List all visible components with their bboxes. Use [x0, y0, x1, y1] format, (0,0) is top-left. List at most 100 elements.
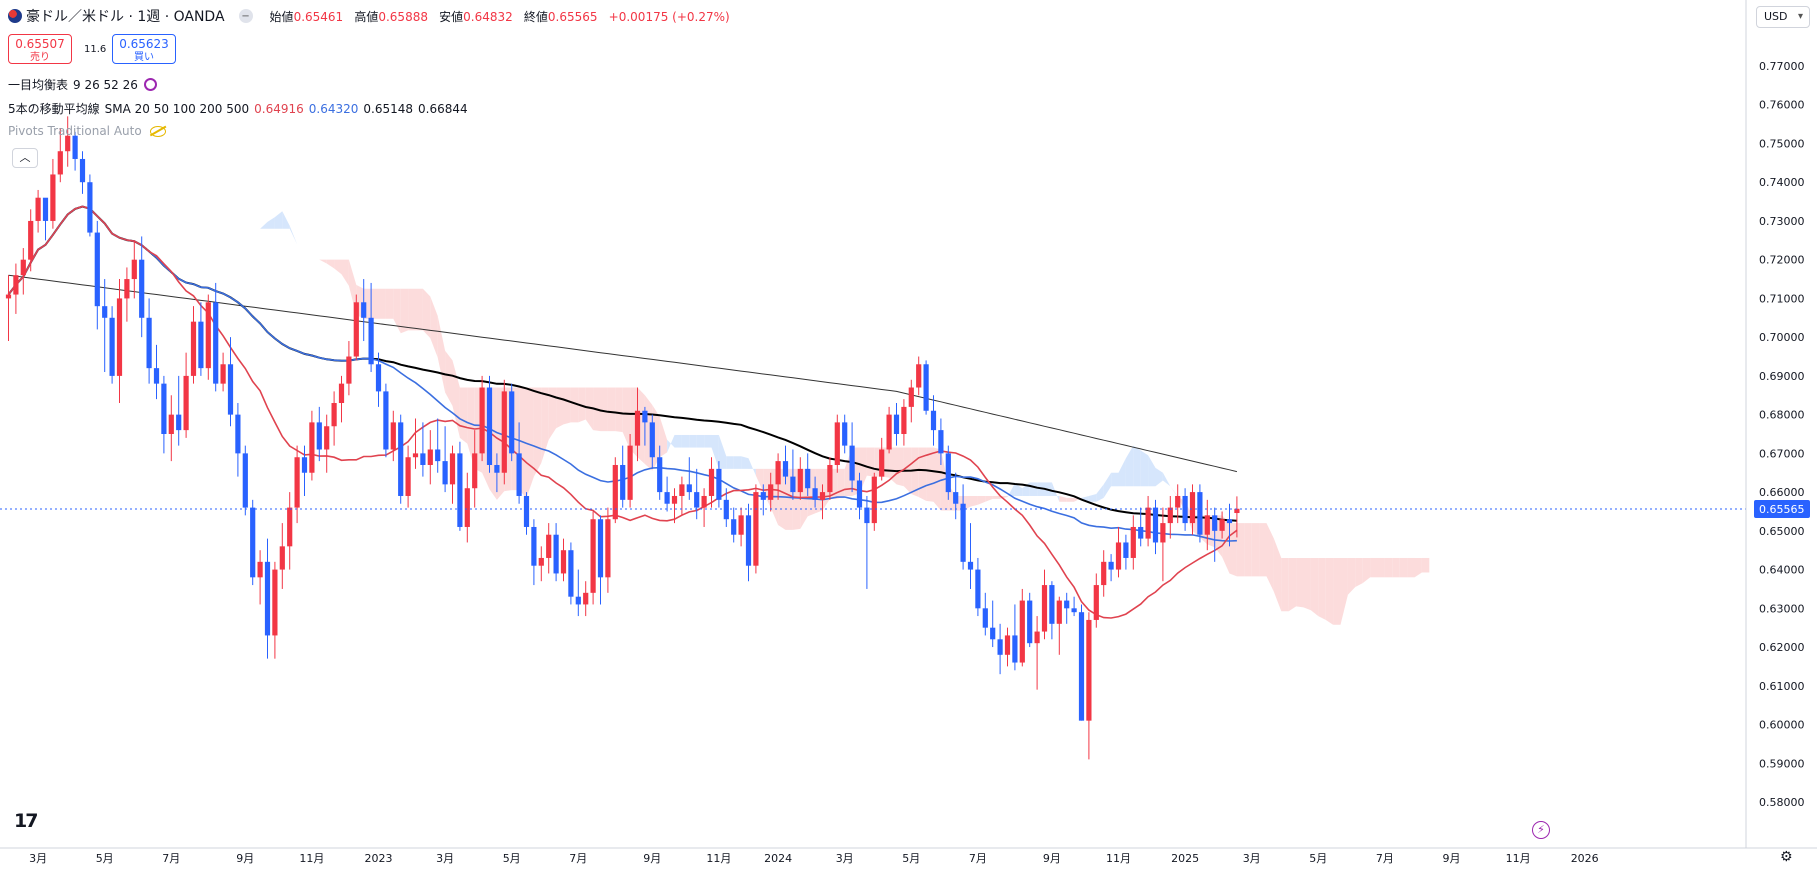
- cloud-segment: [866, 447, 875, 477]
- candle-body: [139, 259, 145, 318]
- candle: [57, 127, 63, 183]
- cloud-segment: [1333, 557, 1341, 625]
- cloud-segment: [933, 447, 941, 511]
- time-tick-label: 11月: [299, 852, 324, 865]
- cloud-segment: [681, 434, 690, 448]
- price-tick-label: 0.74000: [1759, 176, 1805, 189]
- candle: [731, 507, 737, 543]
- candle-body: [649, 422, 655, 458]
- candle-body: [708, 468, 715, 496]
- candle-body: [531, 526, 537, 566]
- candle: [383, 383, 389, 458]
- candle: [79, 151, 86, 194]
- candle-body: [1041, 585, 1048, 632]
- cloud-segment: [1088, 494, 1097, 502]
- cloud-segment: [1296, 557, 1304, 608]
- candle-body: [657, 457, 663, 493]
- candle: [523, 492, 530, 535]
- cloud-segment: [304, 250, 312, 260]
- candle-body: [805, 468, 811, 489]
- candle: [1138, 507, 1144, 547]
- cloud-segment: [1229, 523, 1237, 577]
- candle-body: [990, 627, 996, 640]
- candle-body: [375, 364, 382, 392]
- candle: [649, 414, 655, 469]
- candle: [694, 468, 700, 520]
- cloud-segment: [400, 288, 409, 334]
- cloud-segment: [319, 259, 327, 264]
- candle: [590, 511, 596, 605]
- candle: [190, 306, 197, 384]
- ichimoku-params: 9 26 52 26: [73, 77, 138, 92]
- candle: [1093, 573, 1099, 628]
- candle-body: [161, 383, 167, 434]
- candle-body: [605, 519, 611, 578]
- symbol-title[interactable]: 豪ドル／米ドル · 1週 · OANDA: [26, 9, 225, 25]
- candle-body: [361, 302, 367, 318]
- sma-params: SMA 20 50 100 200 500: [104, 101, 250, 116]
- open-value: 0.65461: [293, 9, 344, 24]
- candle-body: [420, 453, 426, 465]
- price-tick-label: 0.59000: [1759, 757, 1805, 770]
- candle-body: [953, 492, 959, 504]
- cloud-segment: [1118, 458, 1126, 487]
- cloud-segment: [1096, 484, 1104, 502]
- candle-body: [42, 197, 49, 221]
- candle-body: [1093, 585, 1099, 620]
- time-tick-label: 7月: [1376, 852, 1394, 865]
- candle: [368, 282, 374, 373]
- cloud-segment: [704, 434, 712, 448]
- candle-body: [242, 453, 248, 508]
- cloud-segment: [341, 259, 349, 286]
- pivots-legend[interactable]: Pivots Traditional Auto: [8, 124, 166, 138]
- sma-legend[interactable]: 5本の移動平均線 SMA 20 50 100 200 500 0.64916 0…: [8, 100, 468, 117]
- candle: [1212, 507, 1218, 562]
- time-axis[interactable]: 3月 5月 7月 9月 11月 2023 3月 5月 7月 9月 11月 2024 3月 5月 7月 9月 11…: [29, 852, 1599, 865]
- time-tick-label: 11月: [1506, 852, 1531, 865]
- candle-body: [272, 569, 278, 636]
- candle-body: [1027, 600, 1033, 644]
- minus-icon[interactable]: −: [238, 9, 253, 23]
- currency-select[interactable]: USD: [1756, 6, 1810, 28]
- candle-body: [405, 457, 411, 496]
- candle-body: [546, 534, 552, 558]
- candle: [479, 375, 485, 462]
- cloud-segment: [385, 288, 394, 319]
- cloud-segment: [600, 387, 608, 432]
- ichimoku-legend[interactable]: 一目均衡表 9 26 52 26: [8, 76, 157, 93]
- cloud-segment: [526, 387, 534, 498]
- cloud-segment: [1414, 557, 1422, 578]
- sell-button[interactable]: 0.65507 売り: [8, 34, 72, 64]
- candle-body: [849, 445, 855, 481]
- candle: [901, 399, 907, 446]
- cloud-segment: [459, 387, 468, 444]
- price-tick-label: 0.61000: [1759, 680, 1805, 693]
- candle: [176, 375, 182, 446]
- cloud-segment: [1259, 523, 1267, 577]
- candle: [1226, 503, 1233, 547]
- lightning-icon[interactable]: ⚡: [1532, 821, 1550, 839]
- gear-icon[interactable]: ⚙: [1780, 849, 1793, 865]
- candle-body: [65, 135, 71, 152]
- candle-body: [834, 422, 840, 465]
- hidden-eye-icon[interactable]: [149, 125, 166, 137]
- candle: [605, 507, 611, 593]
- candle-body: [1115, 542, 1122, 570]
- buy-button[interactable]: 0.65623 買い: [112, 34, 176, 64]
- low-label: 安値: [439, 9, 464, 24]
- price-tick-label: 0.65000: [1759, 525, 1805, 538]
- candle: [1004, 627, 1011, 667]
- candle: [161, 375, 167, 454]
- time-tick-label: 5月: [96, 852, 114, 865]
- candle-body: [87, 182, 93, 233]
- candle: [1219, 511, 1225, 539]
- cloud-segment: [408, 288, 416, 331]
- change-value: +0.00175 (+0.27%): [608, 9, 730, 24]
- price-axis[interactable]: 0.77000 0.76000 0.75000 0.74000 0.73000 0.720…: [0, 0, 1817, 849]
- collapse-legend-button[interactable]: ︿: [12, 148, 38, 168]
- cloud-segment: [556, 387, 564, 429]
- candle-body: [716, 468, 722, 500]
- refresh-icon[interactable]: [143, 78, 157, 91]
- candle-body: [346, 356, 352, 384]
